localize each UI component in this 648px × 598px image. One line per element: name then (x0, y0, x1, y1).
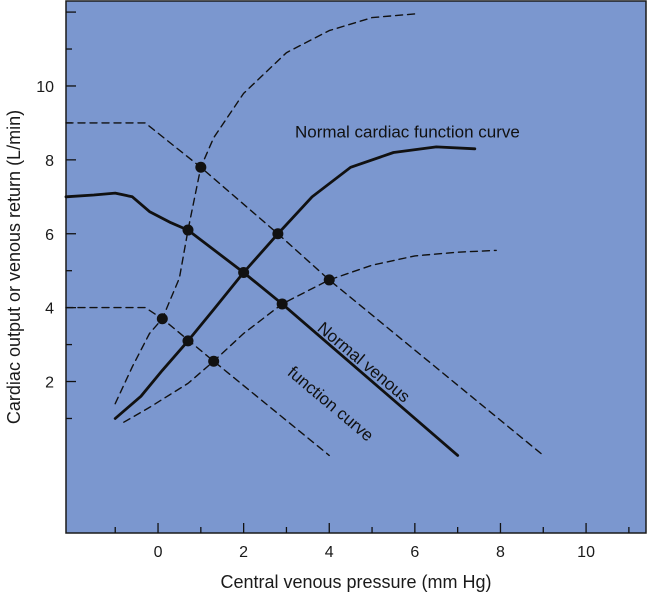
x-tick-label: 4 (325, 544, 334, 561)
plot-area (65, 0, 647, 534)
x-tick-label: 0 (154, 544, 163, 561)
y-axis-title: Cardiac output or venous return (L/min) (4, 110, 24, 424)
annotation-label: Normal cardiac function curve (295, 123, 520, 142)
intersection-points (156, 161, 335, 367)
y-tick-label: 10 (36, 79, 54, 96)
intersection-point-3 (272, 228, 284, 240)
intersection-point-5 (323, 274, 335, 286)
x-tick-label: 8 (496, 544, 505, 561)
intersection-point-9 (208, 355, 220, 367)
y-tick-label: 2 (45, 375, 54, 392)
x-tick-label: 6 (410, 544, 419, 561)
x-tick-label: 2 (239, 544, 248, 561)
intersection-point-2 (182, 224, 194, 236)
y-tick-label: 8 (45, 153, 54, 170)
curve-4-solid (113, 145, 477, 420)
intersection-point-6 (276, 298, 288, 310)
intersection-point-7 (156, 313, 168, 325)
y-tick-label: 6 (45, 227, 54, 244)
x-axis-title: Central venous pressure (mm Hg) (220, 572, 491, 592)
x-tick-label: 10 (577, 544, 595, 561)
x-axis: 0 2 4 6 8 10 (114, 523, 630, 561)
curve-1-solid (64, 191, 460, 457)
curve-2-dashed (65, 122, 544, 457)
y-tick-label: 4 (45, 301, 54, 318)
y-axis: 2 4 6 8 10 (36, 11, 76, 420)
intersection-point-8 (182, 335, 194, 347)
intersection-point-1 (195, 161, 207, 173)
intersection-point-4 (238, 267, 250, 279)
